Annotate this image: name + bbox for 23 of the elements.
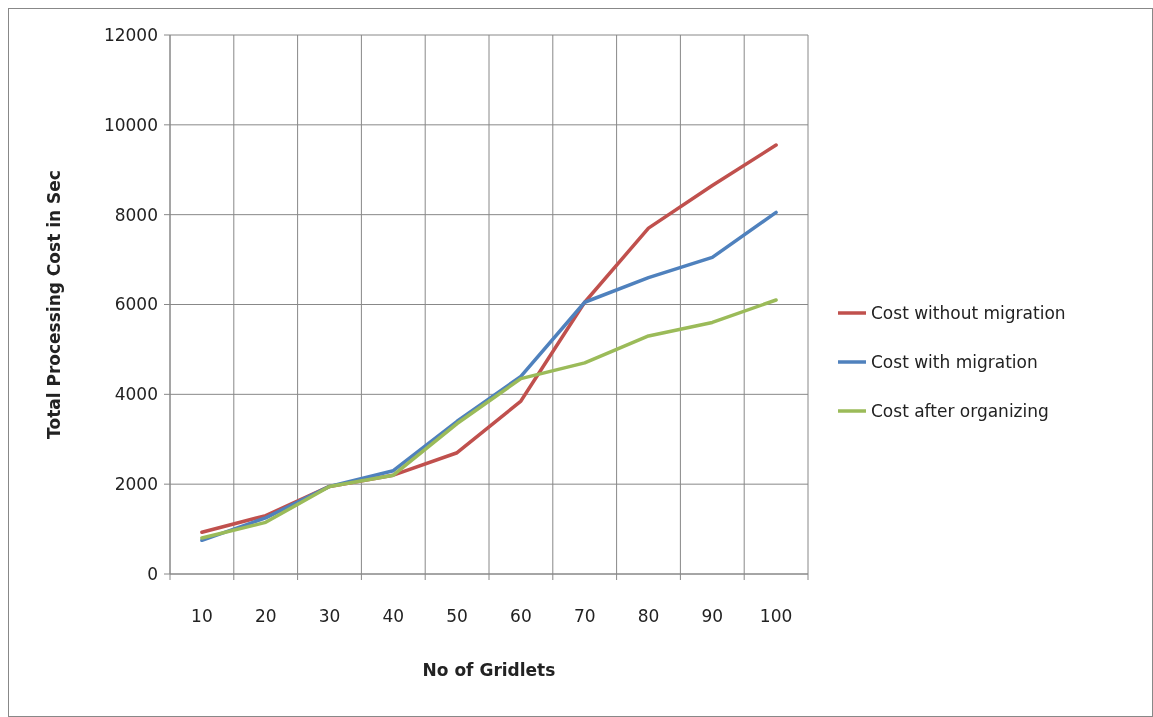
y-tick-label: 6000 [114, 294, 158, 315]
x-tick-label: 20 [254, 606, 277, 626]
x-tick-label: 90 [701, 606, 724, 626]
x-tick-label: 80 [637, 606, 660, 626]
y-tick-label: 8000 [114, 204, 158, 225]
y-tick-label: 0 [147, 563, 158, 584]
y-tick-label: 4000 [114, 384, 158, 405]
x-tick-label: 30 [318, 606, 341, 626]
y-tick-label: 10000 [103, 114, 158, 135]
x-axis-title: No of Gridlets [422, 660, 556, 680]
x-tick-label: 100 [759, 606, 793, 626]
x-tick-label: 60 [510, 606, 532, 626]
x-tick-label: 40 [382, 606, 405, 626]
legend-label: Cost after organizing [871, 400, 1049, 421]
x-tick-label: 10 [191, 606, 213, 626]
x-tick-label: 70 [573, 606, 596, 626]
y-axis-title: Total Processing Cost in Sec [44, 170, 64, 439]
y-tick-label: 2000 [114, 474, 158, 495]
legend-label: Cost with migration [871, 351, 1038, 372]
line-series [200, 298, 778, 540]
x-tick-label: 50 [446, 606, 468, 626]
y-tick-label: 12000 [103, 24, 158, 45]
legend-label: Cost without migration [871, 302, 1066, 323]
